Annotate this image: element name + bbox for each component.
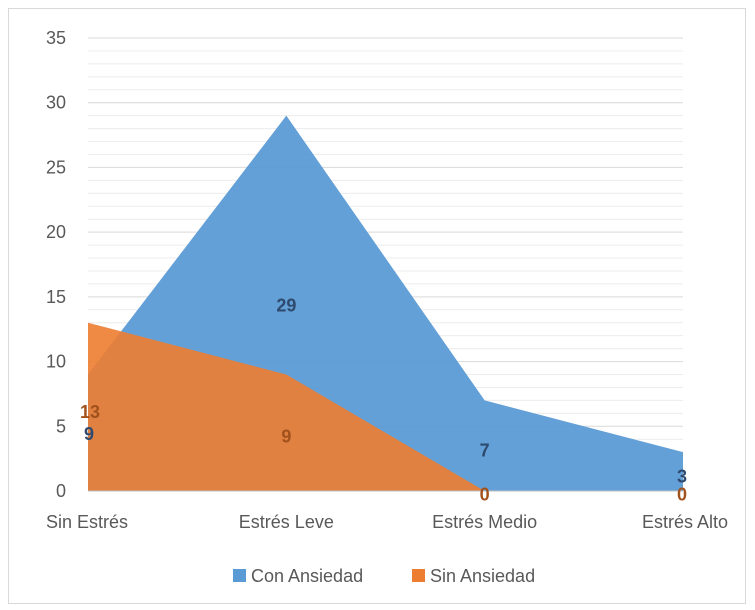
data-label: 13 — [80, 402, 100, 422]
x-tick-label: Estrés Medio — [432, 512, 537, 532]
legend-swatch — [233, 569, 246, 582]
legend-label: Sin Ansiedad — [430, 566, 535, 586]
y-tick-label: 20 — [46, 222, 66, 242]
series-areas — [88, 115, 683, 492]
y-tick-label: 25 — [46, 157, 66, 177]
x-tick-label: Estrés Alto — [642, 512, 728, 532]
legend-swatch — [412, 569, 425, 582]
x-tick-label: Estrés Leve — [239, 512, 334, 532]
data-label: 9 — [84, 424, 94, 444]
x-tick-label: Sin Estrés — [46, 512, 128, 532]
y-tick-label: 30 — [46, 93, 66, 113]
data-label: 0 — [480, 485, 490, 505]
legend: Con Ansiedad Sin Ansiedad — [233, 566, 535, 586]
y-tick-label: 10 — [46, 352, 66, 372]
legend-label: Con Ansiedad — [251, 566, 363, 586]
data-label: 29 — [276, 296, 296, 316]
area-series-sin-ansiedad — [88, 322, 683, 491]
y-tick-label: 15 — [46, 287, 66, 307]
y-tick-label: 35 — [46, 28, 66, 48]
y-tick-label: 0 — [56, 481, 66, 501]
data-label: 9 — [281, 426, 291, 446]
y-tick-label: 5 — [56, 416, 66, 436]
data-label: 0 — [677, 485, 687, 505]
data-label: 7 — [480, 441, 490, 461]
data-label: 3 — [677, 466, 687, 486]
